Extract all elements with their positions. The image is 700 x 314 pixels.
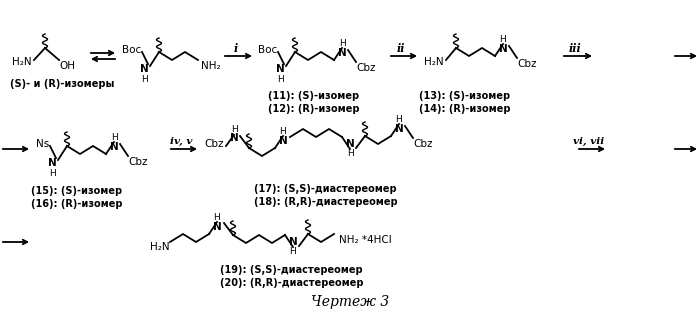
Text: (13): (S)-изомер: (13): (S)-изомер: [419, 91, 510, 101]
Text: H: H: [346, 149, 354, 159]
Text: H: H: [276, 74, 284, 84]
Text: Cbz: Cbz: [356, 63, 375, 73]
Text: Cbz: Cbz: [517, 59, 536, 69]
Text: iii: iii: [568, 42, 582, 53]
Text: H₂N: H₂N: [424, 57, 444, 67]
Text: H: H: [290, 247, 296, 257]
Text: Ns: Ns: [36, 139, 49, 149]
Text: (18): (R,R)-диастереомер: (18): (R,R)-диастереомер: [254, 197, 398, 207]
Text: (S)- и (R)-изомеры: (S)- и (R)-изомеры: [10, 79, 114, 89]
Text: H: H: [500, 35, 506, 44]
Text: (17): (S,S)-диастереомер: (17): (S,S)-диастереомер: [254, 184, 397, 194]
Text: Cbz: Cbz: [413, 139, 433, 149]
Text: vi, vii: vi, vii: [573, 137, 605, 145]
Text: Cbz: Cbz: [128, 157, 148, 167]
Text: Boc: Boc: [122, 45, 141, 55]
Text: (12): (R)-изомер: (12): (R)-изомер: [268, 104, 360, 114]
Text: N: N: [48, 158, 57, 168]
Text: N: N: [213, 222, 221, 232]
Text: Cbz: Cbz: [204, 139, 223, 149]
Text: N: N: [498, 44, 508, 54]
Text: (15): (S)-изомер: (15): (S)-изомер: [31, 186, 122, 196]
Text: N: N: [395, 124, 403, 134]
Text: N: N: [139, 64, 148, 74]
Text: (19): (S,S)-диастереомер: (19): (S,S)-диастереомер: [220, 265, 363, 275]
Text: H: H: [395, 115, 402, 123]
Text: H: H: [339, 39, 345, 47]
Text: N: N: [230, 133, 239, 143]
Text: NH₂ *4HCl: NH₂ *4HCl: [339, 235, 392, 245]
Text: N: N: [346, 139, 354, 149]
Text: (20): (R,R)-диастереомер: (20): (R,R)-диастереомер: [220, 278, 363, 288]
Text: (11): (S)-изомер: (11): (S)-изомер: [268, 91, 359, 101]
Text: Boc: Boc: [258, 45, 277, 55]
Text: iv, v: iv, v: [170, 137, 192, 145]
Text: (14): (R)-изомер: (14): (R)-изомер: [419, 104, 510, 114]
Text: ii: ii: [397, 42, 405, 53]
Text: H: H: [230, 124, 237, 133]
Text: Чертеж 3: Чертеж 3: [311, 295, 389, 309]
Text: H: H: [214, 213, 220, 221]
Text: H: H: [141, 74, 148, 84]
Text: H: H: [48, 169, 55, 177]
Text: H₂N: H₂N: [12, 57, 32, 67]
Text: H: H: [111, 133, 118, 142]
Text: (16): (R)-изомер: (16): (R)-изомер: [31, 199, 122, 209]
Text: N: N: [276, 64, 284, 74]
Text: NH₂: NH₂: [201, 61, 220, 71]
Text: i: i: [234, 42, 238, 53]
Text: N: N: [288, 237, 298, 247]
Text: OH: OH: [59, 61, 75, 71]
Text: N: N: [337, 48, 346, 58]
Text: H: H: [279, 127, 286, 136]
Text: N: N: [110, 142, 118, 152]
Text: N: N: [279, 136, 288, 146]
Text: H₂N: H₂N: [150, 242, 169, 252]
